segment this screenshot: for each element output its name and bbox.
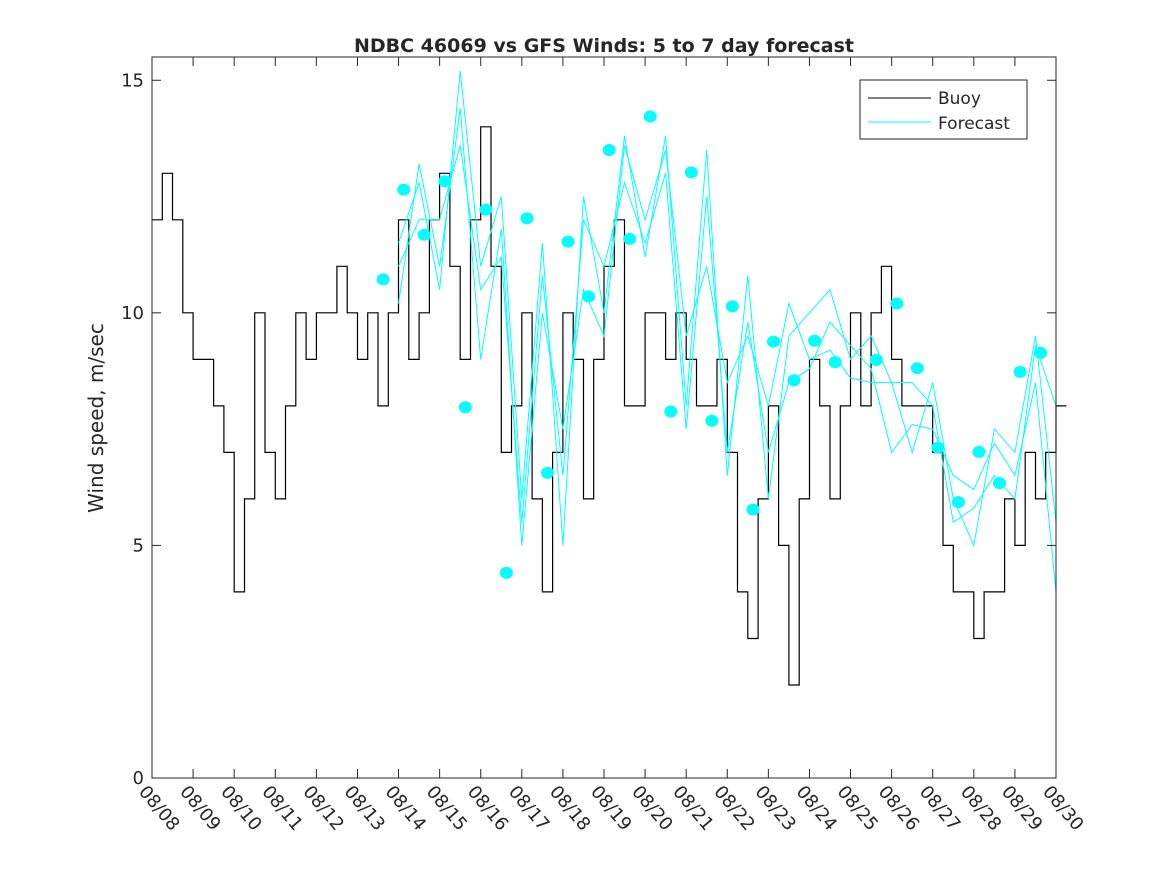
legend-forecast-label: Forecast: [938, 114, 1010, 134]
forecast-point: [931, 441, 945, 454]
forecast-line-3: [398, 145, 1057, 592]
legend-box: [859, 79, 1028, 140]
y-tick-label: 15: [121, 70, 144, 91]
x-tick-label: 08/24: [792, 782, 841, 835]
forecast-point: [705, 414, 719, 427]
x-tick-label: 08/12: [299, 782, 348, 835]
forecast-point: [397, 183, 411, 196]
forecast-point: [623, 232, 637, 245]
forecast-point: [541, 466, 554, 479]
x-tick-label: 08/25: [833, 782, 882, 835]
forecast-point: [972, 445, 986, 458]
x-tick-label: 08/09: [175, 782, 224, 835]
forecast-point: [993, 477, 1006, 490]
forecast-point: [890, 297, 904, 310]
forecast-line-2: [398, 108, 1057, 546]
forecast-point: [951, 496, 965, 509]
x-tick-label: 08/16: [463, 782, 512, 835]
forecast-point: [808, 334, 822, 347]
x-tick-label: 08/19: [586, 782, 635, 835]
chart-title: NDBC 46069 vs GFS Winds: 5 to 7 day fore…: [354, 35, 854, 57]
forecast-point: [910, 362, 924, 375]
forecast-point: [417, 228, 431, 241]
forecast-point: [828, 356, 842, 369]
forecast-point: [869, 353, 883, 366]
x-tick-label: 08/11: [257, 782, 306, 835]
y-tick-label: 0: [133, 768, 144, 789]
plot-area: [152, 70, 1067, 686]
forecast-point: [499, 566, 513, 579]
forecast-point: [643, 110, 657, 123]
x-tick-label: 08/30: [1038, 782, 1087, 835]
x-tick-label: 08/08: [134, 782, 183, 835]
x-tick-label: 08/22: [709, 782, 758, 835]
x-tick-label: 08/27: [915, 782, 964, 835]
y-tick-label: 5: [133, 535, 144, 556]
x-tick-label: 08/29: [997, 782, 1046, 835]
x-tick-label: 08/26: [874, 782, 923, 835]
x-tick-label: 08/23: [751, 782, 800, 835]
x-tick-label: 08/21: [668, 782, 717, 835]
forecast-point: [561, 235, 575, 248]
forecast-point: [1013, 365, 1027, 378]
axes-frame: [151, 56, 1057, 779]
legend-buoy-label: Buoy: [938, 89, 981, 109]
forecast-point: [582, 290, 596, 303]
forecast-point: [684, 166, 698, 179]
forecast-point: [520, 212, 534, 225]
x-tick-label: 08/17: [504, 782, 553, 835]
forecast-point: [787, 374, 801, 387]
y-tick-label: 10: [121, 303, 144, 324]
forecast-point: [479, 203, 493, 216]
x-tick-label: 08/13: [340, 782, 389, 835]
forecast-point: [376, 273, 390, 286]
forecast-point: [725, 300, 739, 313]
forecast-point: [602, 144, 616, 157]
forecast-point: [746, 503, 760, 516]
x-tick-label: 08/10: [216, 782, 265, 835]
forecast-point: [438, 175, 452, 188]
buoy-line: [152, 126, 1067, 686]
forecast-point: [767, 335, 780, 348]
forecast-point: [1034, 346, 1048, 359]
y-axis-label: Wind speed, m/sec: [84, 323, 108, 513]
forecast-point: [664, 405, 678, 418]
legend: Buoy Forecast: [859, 79, 1028, 140]
x-tick-label: 08/20: [627, 782, 676, 835]
x-tick-label: 08/18: [545, 782, 594, 835]
forecast-point: [458, 401, 472, 414]
x-tick-label: 08/14: [381, 782, 430, 835]
x-tick-label: 08/15: [422, 782, 471, 835]
x-tick-label: 08/28: [956, 782, 1005, 835]
